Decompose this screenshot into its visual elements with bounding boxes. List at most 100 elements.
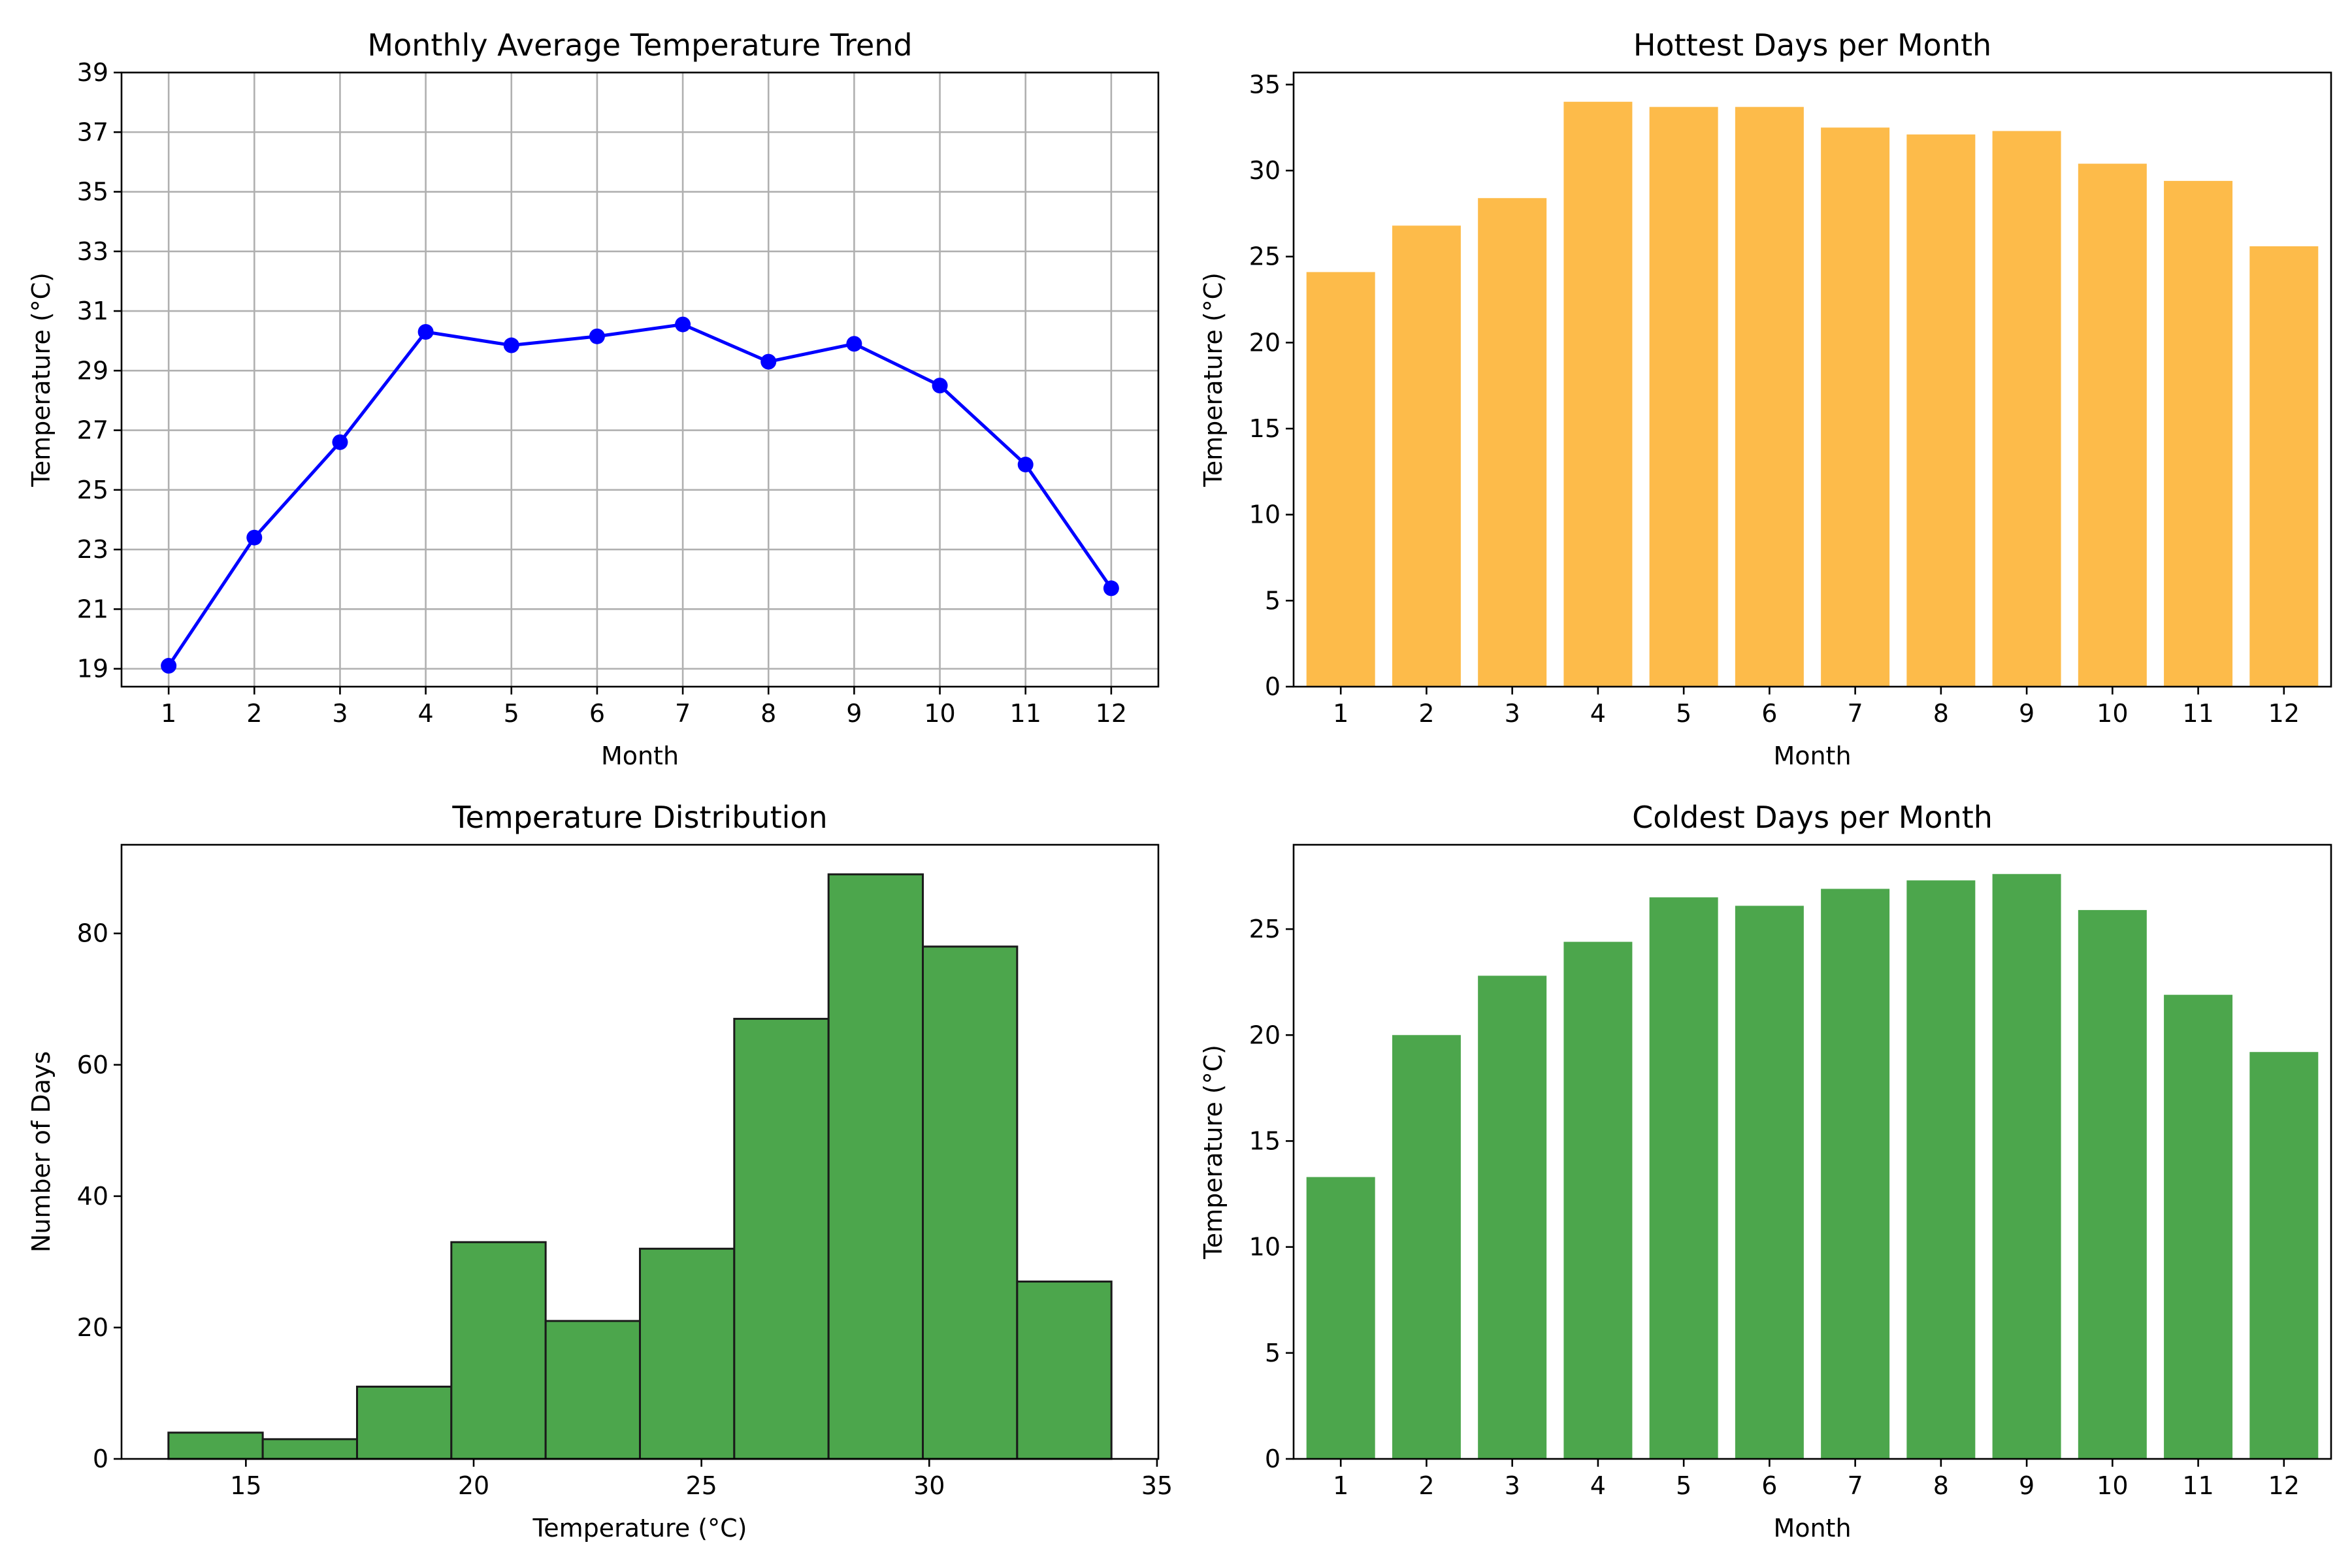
x-tick-label: 11 <box>2182 699 2213 728</box>
y-axis-label: Temperature (°C) <box>1199 272 1228 487</box>
chart-title: Coldest Days per Month <box>1632 800 1993 835</box>
x-tick-label: 35 <box>1141 1471 1173 1500</box>
y-tick-label: 10 <box>1249 1233 1281 1262</box>
x-tick-label: 3 <box>332 699 348 728</box>
histogram-bar <box>733 1017 830 1460</box>
y-tick-label: 5 <box>1265 586 1281 615</box>
x-tick-label: 4 <box>418 699 434 728</box>
x-tick-label: 5 <box>1676 699 1691 728</box>
bar <box>1478 975 1547 1459</box>
bar <box>2078 909 2147 1459</box>
x-tick-label: 1 <box>161 699 176 728</box>
y-tick-label: 19 <box>77 655 108 683</box>
y-tick-label: 80 <box>77 919 108 948</box>
y-tick-label: 27 <box>77 416 108 445</box>
y-tick-label: 20 <box>1249 1021 1281 1049</box>
bar <box>2164 994 2233 1459</box>
x-tick-label: 6 <box>1761 699 1777 728</box>
y-tick-label: 25 <box>77 476 108 504</box>
x-tick-label: 6 <box>589 699 605 728</box>
bar <box>2249 1052 2319 1459</box>
bar <box>1649 897 1718 1459</box>
chart-title: Temperature Distribution <box>451 800 827 835</box>
data-point <box>161 658 177 674</box>
data-point <box>675 316 691 333</box>
x-tick-label: 2 <box>1418 699 1434 728</box>
x-tick-label: 11 <box>1010 699 1041 728</box>
x-tick-label: 10 <box>2097 699 2128 728</box>
y-tick-label: 25 <box>1249 915 1281 943</box>
bar <box>1478 198 1547 687</box>
x-tick-label: 8 <box>1933 699 1949 728</box>
x-tick-label: 1 <box>1333 699 1348 728</box>
bar <box>1563 101 1633 687</box>
x-tick-label: 6 <box>1761 1471 1777 1500</box>
y-tick-label: 5 <box>1265 1339 1281 1367</box>
x-tick-label: 7 <box>1848 1471 1863 1500</box>
data-point <box>246 529 263 546</box>
y-tick-label: 10 <box>1249 500 1281 529</box>
trend-line <box>167 323 1113 667</box>
histogram-bar <box>827 873 924 1460</box>
bar <box>1306 272 1375 687</box>
x-tick-label: 4 <box>1590 699 1606 728</box>
x-tick-label: 7 <box>675 699 691 728</box>
y-tick-label: 37 <box>77 118 108 146</box>
x-tick-label: 30 <box>913 1471 945 1500</box>
bar <box>2249 246 2319 687</box>
histogram-bar <box>450 1241 547 1460</box>
y-tick-label: 33 <box>77 237 108 266</box>
x-tick-label: 10 <box>2097 1471 2128 1500</box>
bar <box>1906 880 1976 1459</box>
bar <box>1821 127 1890 687</box>
x-tick-label: 4 <box>1590 1471 1606 1500</box>
y-axis-label: Number of Days <box>27 1051 56 1252</box>
histogram-bar <box>544 1320 641 1460</box>
plot-frame <box>1292 843 2332 1460</box>
y-tick-label: 0 <box>93 1445 108 1473</box>
x-tick-label: 2 <box>1418 1471 1434 1500</box>
data-point <box>760 353 777 370</box>
x-tick-label: 9 <box>846 699 862 728</box>
bar <box>1735 106 1804 687</box>
bar <box>1649 106 1718 687</box>
y-tick-label: 20 <box>1249 328 1281 357</box>
x-axis-label: Temperature (°C) <box>532 1514 747 1543</box>
x-tick-label: 2 <box>246 699 262 728</box>
y-tick-label: 0 <box>1265 1445 1281 1473</box>
y-axis-label: Temperature (°C) <box>27 272 56 487</box>
data-point <box>503 337 519 353</box>
x-tick-label: 11 <box>2182 1471 2213 1500</box>
plot-frame <box>120 843 1160 1460</box>
x-tick-label: 20 <box>458 1471 489 1500</box>
y-tick-label: 35 <box>77 178 108 206</box>
y-tick-label: 39 <box>77 58 108 87</box>
data-point <box>332 434 348 450</box>
data-point <box>846 336 862 352</box>
y-tick-label: 23 <box>77 535 108 564</box>
bar <box>1563 941 1633 1459</box>
y-tick-label: 15 <box>1249 414 1281 443</box>
x-tick-label: 1 <box>1333 1471 1348 1500</box>
x-tick-label: 9 <box>2019 699 2034 728</box>
bar <box>1392 1035 1461 1459</box>
data-point <box>1103 580 1119 596</box>
x-tick-label: 5 <box>504 699 519 728</box>
data-point <box>1017 457 1034 473</box>
y-tick-label: 29 <box>77 356 108 385</box>
data-point <box>417 323 434 340</box>
plot-frame <box>120 71 1160 688</box>
x-axis-label: Month <box>601 742 679 770</box>
histogram-bar <box>167 1431 264 1460</box>
x-tick-label: 12 <box>2268 699 2300 728</box>
y-tick-label: 21 <box>77 595 108 623</box>
plot-frame <box>1292 71 2332 688</box>
bar <box>1392 225 1461 687</box>
y-tick-label: 15 <box>1249 1126 1281 1155</box>
x-axis-label: Month <box>1773 1514 1851 1543</box>
